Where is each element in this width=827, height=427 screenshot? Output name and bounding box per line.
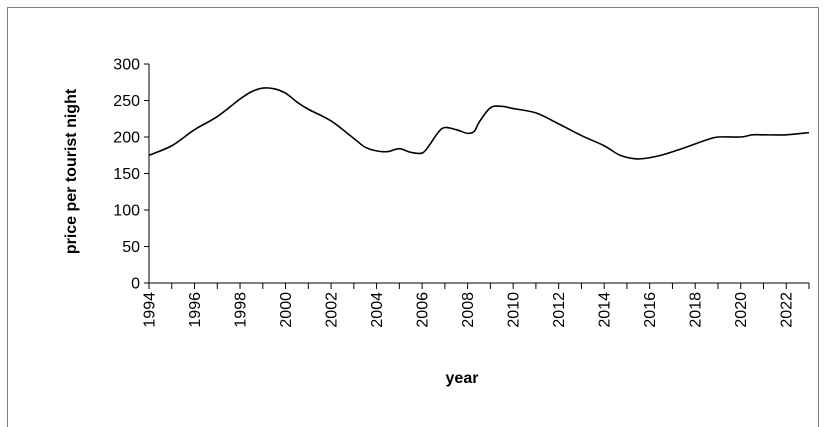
- y-tick-label: 150: [113, 166, 140, 183]
- x-tick-label: 2020: [733, 292, 750, 328]
- x-tick-label: 2010: [506, 292, 523, 328]
- y-tick-label: 250: [113, 93, 140, 110]
- x-tick-label: 2008: [460, 292, 477, 328]
- y-tick-label: 200: [113, 130, 140, 147]
- x-tick-label: 2004: [369, 292, 386, 328]
- x-tick-label: 2014: [597, 292, 614, 328]
- x-tick-label: 2000: [278, 292, 295, 328]
- x-tick-label: 2016: [642, 292, 659, 328]
- y-tick-label: 100: [113, 203, 140, 220]
- x-tick-label: 2018: [688, 292, 705, 328]
- x-tick-label: 2002: [324, 292, 341, 328]
- series-line: [148, 87, 810, 160]
- x-tick-label: 2006: [415, 292, 432, 328]
- x-tick-label: 1994: [142, 292, 159, 328]
- chart-frame: [7, 7, 819, 427]
- y-axis-title: price per tourist night: [63, 88, 80, 254]
- x-tick-label: 2012: [551, 292, 568, 328]
- y-tick-label: 300: [113, 57, 140, 74]
- x-tick-label: 2022: [779, 292, 796, 328]
- x-axis-title: year: [446, 370, 479, 387]
- y-tick-label: 0: [131, 276, 140, 293]
- x-tick-label: 1996: [187, 292, 204, 328]
- y-tick-label: 50: [122, 239, 140, 256]
- x-tick-label: 1998: [233, 292, 250, 328]
